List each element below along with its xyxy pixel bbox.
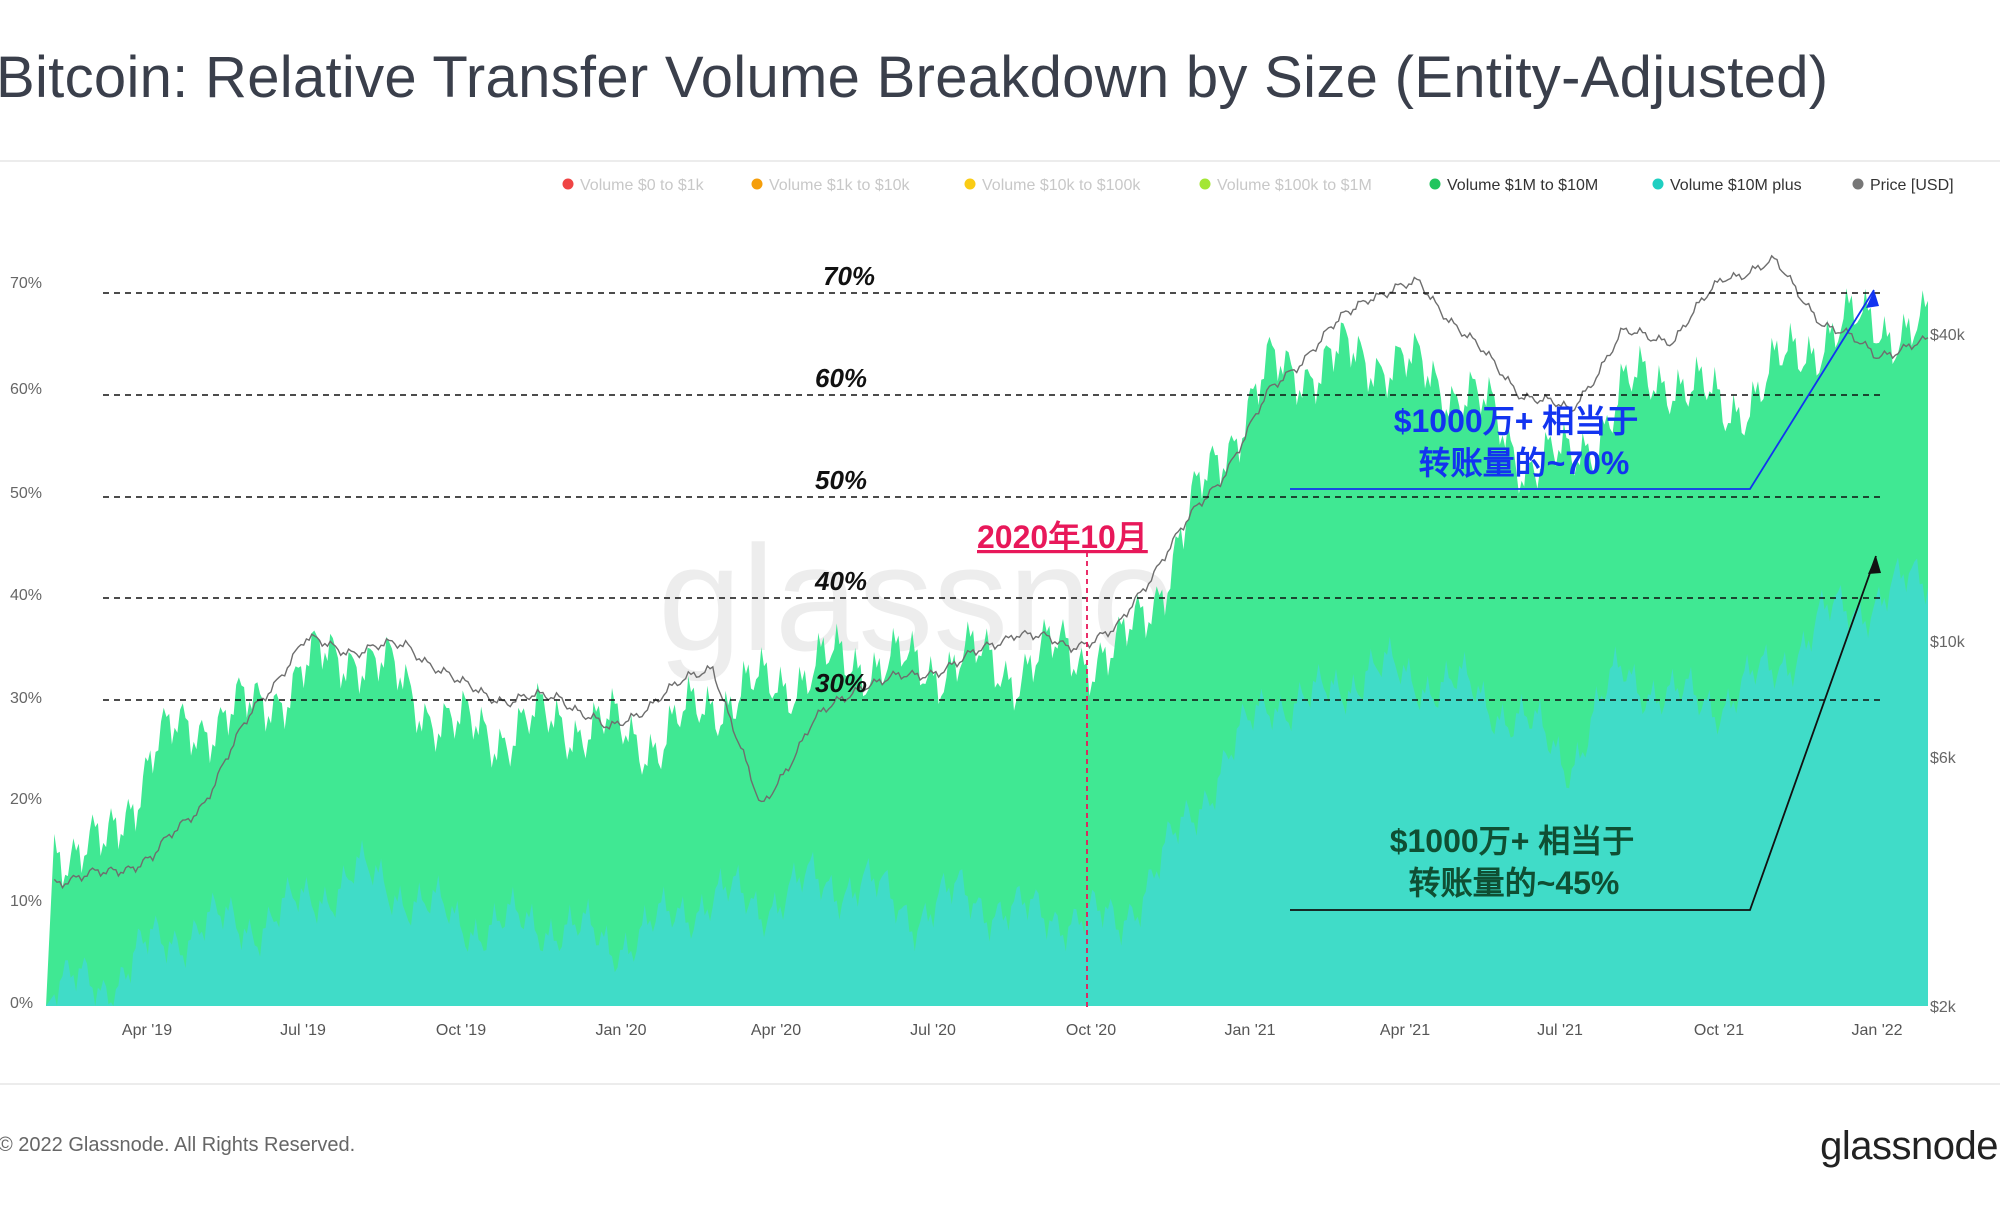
legend-label: Price [USD] xyxy=(1870,177,1954,194)
glassnode-logo[interactable]: glassnode xyxy=(1820,1124,1998,1168)
x-tick-label: Apr '20 xyxy=(751,1022,801,1039)
x-tick-label: Oct '19 xyxy=(436,1022,486,1039)
x-tick-label: Jan '20 xyxy=(595,1022,646,1039)
legend-item-5[interactable]: Volume $10M plus xyxy=(1652,177,1802,194)
legend-label: Volume $1M to $10M xyxy=(1447,177,1598,194)
legend-dot xyxy=(1429,178,1441,190)
x-tick-label: Jul '19 xyxy=(280,1022,326,1039)
y-tick-label: 0% xyxy=(10,995,33,1012)
x-tick-label: Oct '21 xyxy=(1694,1022,1744,1039)
series-line-price xyxy=(53,254,1929,890)
y-axis-right: $2k $6k $10k $40k xyxy=(1930,327,1966,1016)
green-arrowhead xyxy=(1868,556,1881,574)
x-tick-label: Jul '21 xyxy=(1537,1022,1583,1039)
y-tick-label: 20% xyxy=(10,791,42,808)
legend-label: Volume $100k to $1M xyxy=(1217,177,1372,194)
blue-callout-line2: 转账量的~70% xyxy=(1419,445,1630,481)
legend-dot xyxy=(964,178,976,190)
legend-dot xyxy=(1852,178,1864,190)
x-tick-label: Jul '20 xyxy=(910,1022,956,1039)
blue-callout-arrow xyxy=(1290,289,1875,490)
legend-label: Volume $10k to $100k xyxy=(982,177,1141,194)
y-right-tick-label: $6k xyxy=(1930,750,1957,767)
top-divider xyxy=(0,160,2000,162)
legend-item-0[interactable]: Volume $0 to $1k xyxy=(562,177,705,194)
y-tick-label: 60% xyxy=(10,381,42,398)
legend-item-1[interactable]: Volume $1k to $10k xyxy=(751,177,911,194)
legend-dot xyxy=(1652,178,1664,190)
bottom-divider xyxy=(0,1083,2000,1085)
green-callout-line2: 转账量的~45% xyxy=(1409,865,1620,901)
y-tick-label: 30% xyxy=(10,690,42,707)
y-tick-label: 50% xyxy=(10,485,42,502)
copyright-footer: © 2022 Glassnode. All Rights Reserved. xyxy=(0,1134,356,1156)
blue-arrowhead xyxy=(1866,290,1879,308)
legend-dot xyxy=(751,178,763,190)
legend-label: Volume $0 to $1k xyxy=(580,177,705,194)
x-tick-label: Jan '22 xyxy=(1851,1022,1902,1039)
x-tick-label: Apr '19 xyxy=(122,1022,172,1039)
ref-label: 70% xyxy=(823,261,875,291)
legend-label: Volume $10M plus xyxy=(1670,177,1802,194)
page-title: Bitcoin: Relative Transfer Volume Breakd… xyxy=(0,45,1829,110)
ref-label: 40% xyxy=(814,566,867,596)
y-tick-label: 40% xyxy=(10,587,42,604)
oct-2020-label: 2020年10月 xyxy=(977,519,1148,555)
y-axis-left: 0% 10% 20% 30% 40% 50% 60% 70% xyxy=(10,275,42,1012)
blue-callout-line1: $1000万+ 相当于 xyxy=(1394,403,1639,439)
reference-lines: 70% 60% 50% 40% 30% xyxy=(103,261,1884,701)
y-right-tick-label: $40k xyxy=(1930,327,1966,344)
legend: Volume $0 to $1k Volume $1k to $10k Volume… xyxy=(562,177,1954,194)
ref-label: 60% xyxy=(815,363,867,393)
ref-label: 30% xyxy=(815,668,867,698)
legend-item-2[interactable]: Volume $10k to $100k xyxy=(964,177,1142,194)
green-callout-arrow xyxy=(1290,555,1877,911)
x-axis: Apr '19 Jul '19 Oct '19 Jan '20 Apr '20 Jul '… xyxy=(122,1022,1903,1039)
legend-item-3[interactable]: Volume $100k to $1M xyxy=(1199,177,1372,194)
ref-label: 50% xyxy=(815,465,867,495)
y-right-tick-label: $10k xyxy=(1930,634,1966,651)
x-tick-label: Jan '21 xyxy=(1224,1022,1275,1039)
green-callout-line1: $1000万+ 相当于 xyxy=(1390,823,1635,859)
legend-item-4[interactable]: Volume $1M to $10M xyxy=(1429,177,1599,194)
x-tick-label: Oct '20 xyxy=(1066,1022,1116,1039)
series-area-10m-plus xyxy=(46,557,1928,1006)
y-right-tick-label: $2k xyxy=(1930,999,1957,1016)
legend-dot xyxy=(562,178,574,190)
y-tick-label: 10% xyxy=(10,893,42,910)
x-tick-label: Apr '21 xyxy=(1380,1022,1430,1039)
chart: Volume $0 to $1k Volume $1k to $10k Volume… xyxy=(10,177,1966,1039)
legend-dot xyxy=(1199,178,1211,190)
y-tick-label: 70% xyxy=(10,275,42,292)
legend-label: Volume $1k to $10k xyxy=(769,177,911,194)
legend-item-6[interactable]: Price [USD] xyxy=(1852,177,1954,194)
